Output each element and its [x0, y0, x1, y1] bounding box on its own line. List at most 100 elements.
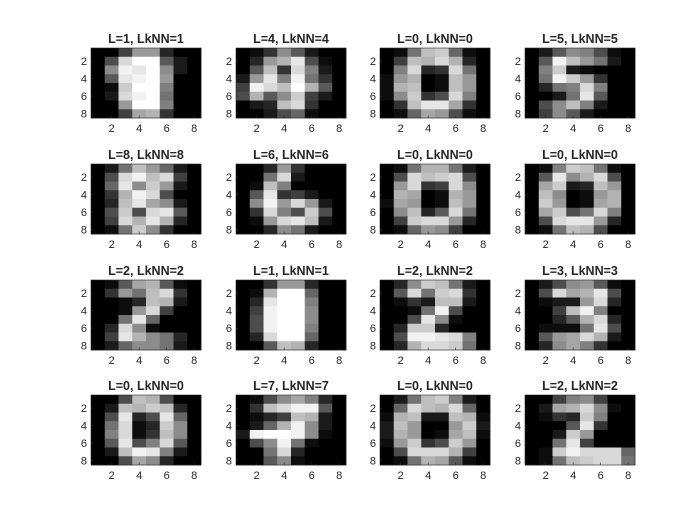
- pixel-cell: [174, 190, 188, 199]
- pixel-cell: [408, 306, 422, 315]
- pixel-cell: [594, 324, 608, 333]
- pixel-cell: [553, 208, 567, 217]
- pixel-cell: [594, 217, 608, 226]
- pixel-cell: [264, 199, 278, 208]
- pixel-cell: [277, 83, 291, 92]
- pixel-cell: [553, 395, 567, 404]
- pixel-cell: [553, 430, 567, 439]
- pixel-cell: [264, 315, 278, 324]
- pixel-cell: [580, 413, 594, 422]
- pixel-cell: [105, 333, 119, 342]
- pixel-cell: [305, 289, 319, 298]
- pixel-cell: [435, 280, 449, 289]
- pixel-cell: [291, 430, 305, 439]
- pixel-cell: [146, 173, 160, 182]
- pixel-cell: [435, 448, 449, 457]
- pixel-cell: [291, 182, 305, 191]
- pixel-cell: [621, 298, 635, 307]
- pixel-cell: [132, 83, 146, 92]
- pixel-cell: [332, 48, 346, 57]
- pixel-cell: [187, 324, 201, 333]
- pixel-cell: [105, 164, 119, 173]
- pixel-cell: [553, 448, 567, 457]
- y-tick-label: 6: [370, 438, 376, 450]
- pixel-cell: [539, 333, 553, 342]
- pixel-cell: [449, 217, 463, 226]
- pixel-cell: [566, 173, 580, 182]
- pixel-cell: [305, 182, 319, 191]
- pixel-cell: [580, 225, 594, 234]
- pixel-cell: [580, 57, 594, 66]
- pixel-cell: [380, 448, 394, 457]
- pixel-cell: [250, 101, 264, 110]
- pixel-cell: [463, 404, 477, 413]
- panel-title: L=2, LkNN=2: [108, 264, 184, 278]
- pixel-cell: [187, 395, 201, 404]
- x-tick-label: 6: [598, 355, 604, 367]
- pixel-cell: [408, 404, 422, 413]
- digit-panel: L=2, LkNN=22 4 6 82468: [515, 379, 635, 482]
- pixel-cell: [91, 315, 105, 324]
- pixel-cell: [332, 289, 346, 298]
- pixel-cell: [187, 404, 201, 413]
- y-tick-label: 4: [226, 190, 232, 202]
- pixel-cell: [463, 225, 477, 234]
- pixel-cell: [435, 57, 449, 66]
- pixel-cell: [553, 164, 567, 173]
- pixel-cell: [277, 404, 291, 413]
- digit-panel: L=0, LkNN=0 2 4 6 8 2 4 6 8: [370, 379, 490, 482]
- pixel-cell: [319, 306, 333, 315]
- pixel-cell: [621, 57, 635, 66]
- x-tick-label: 8: [480, 123, 486, 135]
- pixel-cell: [264, 430, 278, 439]
- pixel-cell: [463, 280, 477, 289]
- x-tick-label: 4: [425, 470, 431, 482]
- y-tick-label: 2: [515, 172, 521, 184]
- pixel-cell: [174, 164, 188, 173]
- pixel-cell: [539, 66, 553, 75]
- pixel-cell: [187, 101, 201, 110]
- pixel-cell: [119, 289, 133, 298]
- digit-panel: L=7, LkNN=72 4 6 82468: [226, 379, 346, 482]
- pixel-cell: [566, 324, 580, 333]
- pixel-cell: [277, 421, 291, 430]
- pixel-cell: [463, 448, 477, 457]
- pixel-cell: [608, 164, 622, 173]
- pixel-cell: [264, 333, 278, 342]
- pixel-cell: [119, 182, 133, 191]
- pixel-cell: [236, 448, 250, 457]
- y-tick-label: 2: [226, 403, 232, 415]
- pixel-cell: [187, 333, 201, 342]
- pixel-cell: [408, 341, 422, 350]
- pixel-cell: [435, 430, 449, 439]
- pixel-cell: [291, 57, 305, 66]
- pixel-cell: [463, 306, 477, 315]
- pixel-cell: [160, 430, 174, 439]
- pixel-cell: [476, 92, 490, 101]
- pixel-cell: [594, 306, 608, 315]
- pixel-cell: [160, 439, 174, 448]
- pixel-cell: [380, 164, 394, 173]
- pixel-cell: [132, 315, 146, 324]
- pixel-cell: [621, 280, 635, 289]
- panel-title: L=6, LkNN=6: [253, 148, 329, 162]
- pixel-cell: [91, 83, 105, 92]
- pixel-cell: [594, 208, 608, 217]
- y-tick-label: 4: [81, 190, 87, 202]
- pixel-cell: [394, 421, 408, 430]
- pixel-cell: [435, 456, 449, 465]
- y-tick-label: 4: [370, 306, 376, 318]
- x-tick-label: 6: [453, 239, 459, 251]
- pixel-cell: [476, 101, 490, 110]
- pixel-cell: [174, 298, 188, 307]
- pixel-cell: [236, 413, 250, 422]
- pixel-cell: [421, 164, 435, 173]
- pixel-cell: [421, 83, 435, 92]
- y-tick-label: 8: [515, 341, 521, 353]
- pixel-cell: [594, 448, 608, 457]
- pixel-cell: [421, 333, 435, 342]
- pixel-cell: [380, 217, 394, 226]
- pixel-cell: [91, 413, 105, 422]
- x-tick-label: 8: [191, 239, 197, 251]
- x-tick-label: 6: [598, 123, 604, 135]
